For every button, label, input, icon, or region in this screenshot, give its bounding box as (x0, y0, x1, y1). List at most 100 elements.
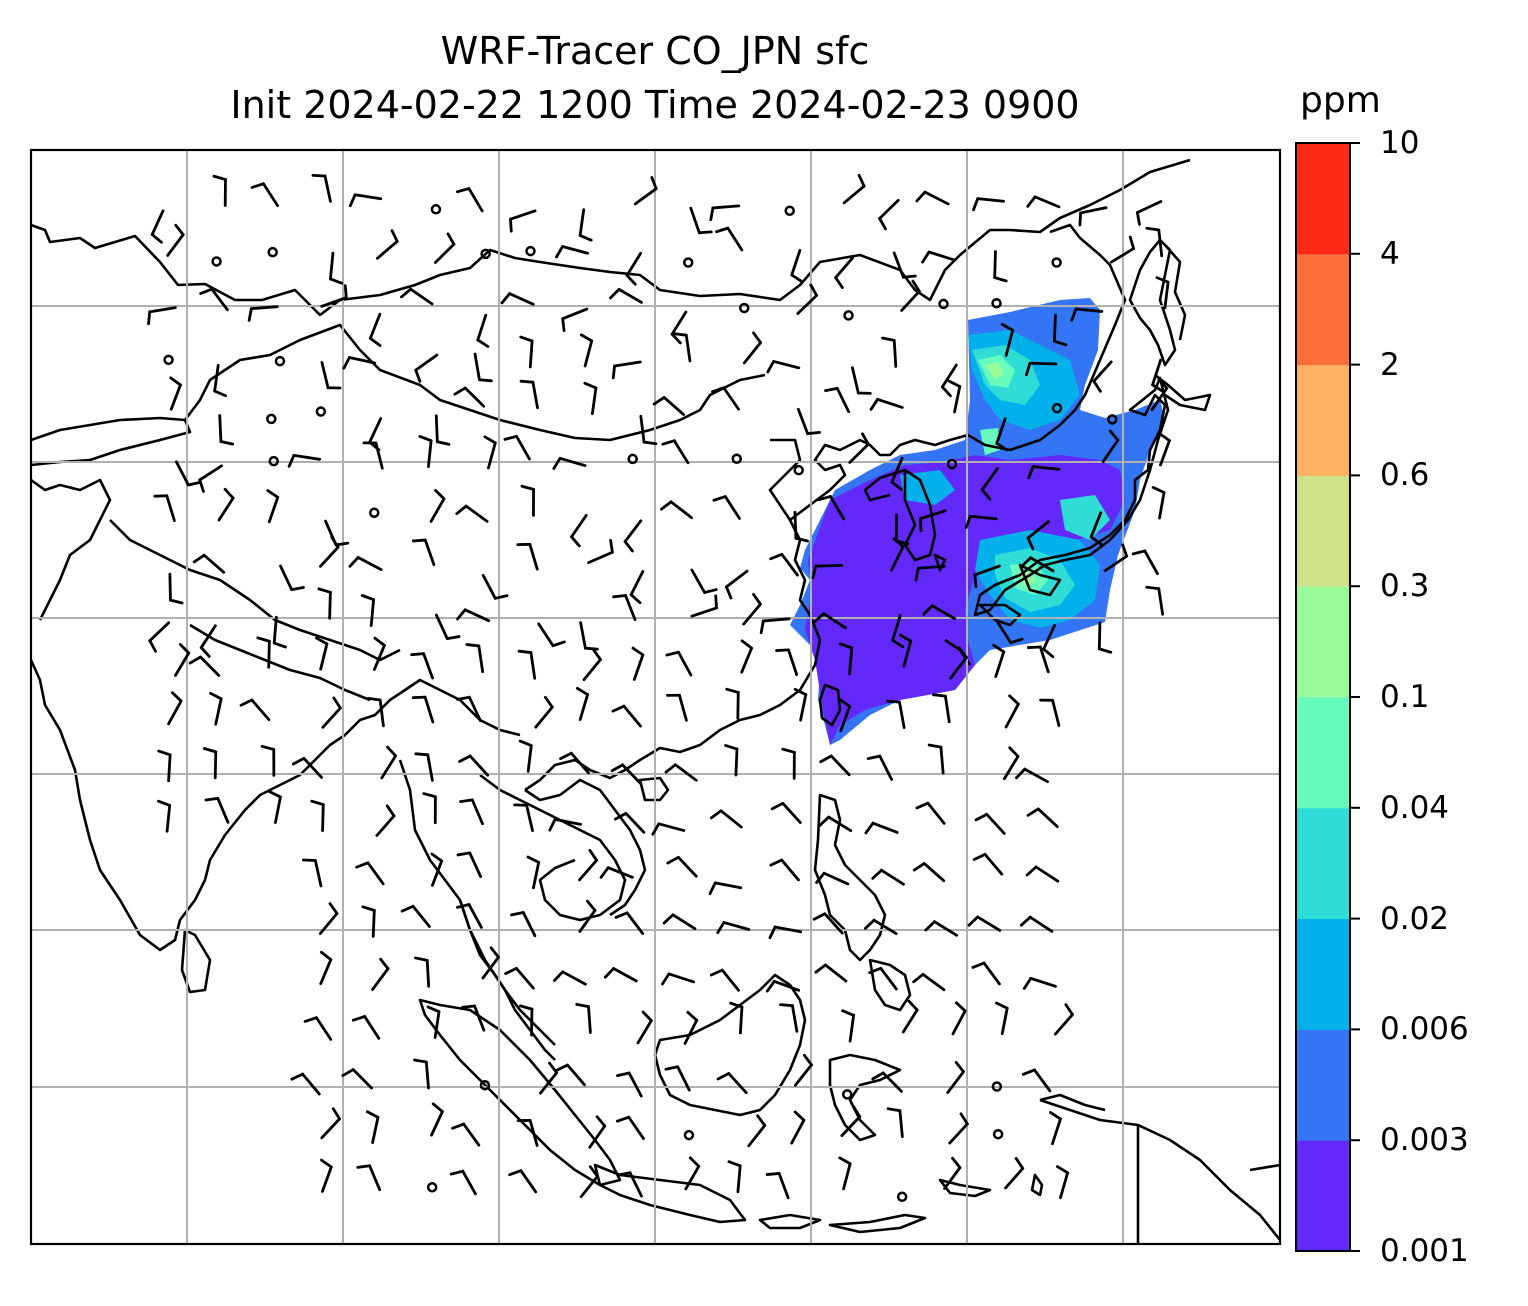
wind-barb-shaft (976, 915, 1002, 932)
wind-barb-flag (911, 279, 921, 293)
wind-barb-flag (330, 535, 340, 549)
wind-barb-flag (1026, 536, 1035, 551)
wind-barb-flag (868, 966, 883, 975)
colorbar-segment (1296, 475, 1350, 587)
wind-barb-flag (592, 648, 602, 661)
wind-barb-shaft (366, 861, 385, 886)
wind-barb-shaft (250, 698, 271, 722)
wind-barb-flag (199, 646, 211, 658)
wind-barb-flag (239, 698, 254, 707)
wind-barb-shaft (375, 814, 396, 837)
wind-barb-flag (841, 1009, 856, 1017)
wind-barb-shaft (166, 233, 185, 257)
wind-barb-shaft (468, 754, 490, 777)
wind-barb-flag (171, 691, 183, 703)
wind-barb-flag (891, 638, 905, 649)
wind-barb-flag (709, 809, 723, 820)
wind-barb-shaft (202, 553, 226, 574)
wind-barb-shaft (790, 248, 802, 277)
wind-barb-shaft (320, 1117, 341, 1140)
wind-barb-shaft (670, 310, 688, 336)
wind-barb-flag (727, 1160, 742, 1168)
wind-barb-flag (1020, 556, 1033, 568)
wind-barb-flag (256, 636, 271, 643)
wind-barb-flag (834, 276, 844, 289)
wind-barb-shaft (371, 908, 376, 938)
wind-barb-flag (712, 495, 727, 502)
wind-barb-shaft (588, 1124, 607, 1149)
wind-barb-shaft (1004, 328, 1015, 357)
wind-barb-shaft (713, 881, 743, 890)
wind-barb-shaft (463, 608, 491, 623)
wind-barb-flag (1145, 585, 1161, 590)
wind-barb-flag (575, 686, 589, 696)
wind-barb-flag (365, 1110, 380, 1119)
colorbar-segment (1296, 697, 1350, 809)
wind-barb-shaft (625, 911, 645, 936)
wind-barb-shaft (169, 383, 182, 411)
wind-barb-flag (390, 229, 399, 243)
wind-barb-shaft (1004, 702, 1020, 729)
wind-barb-flag (665, 650, 680, 657)
wind-barb-flag (169, 376, 182, 387)
wind-barb-shaft (578, 693, 589, 721)
wind-barb-flag (219, 440, 235, 446)
wind-barb-flag (709, 968, 724, 977)
wind-barb-shaft (1143, 549, 1159, 576)
wind-barb-flag (169, 598, 184, 605)
wind-barb-flag (1026, 807, 1040, 817)
wind-barb-flag (526, 855, 541, 864)
wind-barb-shaft (374, 441, 384, 470)
wind-barb-shaft (434, 613, 449, 641)
wind-barb-shaft (983, 852, 1004, 876)
wind-barb-shaft (434, 414, 439, 444)
wind-barb-shaft (736, 1164, 742, 1194)
wind-barb-flag (915, 801, 930, 810)
wind-barb-flag (866, 754, 882, 760)
wind-barb-flag (290, 586, 305, 591)
wind-barb-shaft (835, 386, 851, 414)
wind-barb-flag (759, 619, 765, 635)
calm-wind-marker (266, 413, 277, 425)
wind-barb-flag (1092, 379, 1102, 393)
wind-barb-shaft (1028, 361, 1058, 366)
wind-barb-shaft (1089, 511, 1103, 539)
wind-barb-shaft (371, 1115, 380, 1145)
wind-barb-shaft (1053, 1013, 1074, 1036)
wind-barb-flag (456, 608, 467, 621)
colorbar-segment (1296, 1029, 1350, 1141)
wind-barbs (147, 173, 1171, 1203)
wind-barb-shaft (876, 397, 904, 409)
wind-barb-shaft (148, 306, 177, 314)
wind-barb-flag (426, 1005, 441, 1014)
wind-barb-flag (863, 918, 876, 930)
wind-barb-flag (871, 868, 883, 880)
wind-barb-flag (709, 206, 715, 222)
wind-barb-shaft (842, 1162, 852, 1191)
wind-barb-flag (790, 273, 804, 283)
wind-barb-flag (272, 641, 287, 649)
wind-barb-flag (199, 287, 214, 295)
wind-barb-flag (588, 848, 598, 862)
wind-barb-shaft (579, 1174, 599, 1199)
wind-barb-shaft (976, 197, 1005, 203)
wind-barb-flag (932, 693, 947, 698)
wind-barb-flag (1155, 276, 1170, 284)
wind-barb-flag (446, 232, 456, 246)
wind-barb-flag (1008, 694, 1020, 706)
wind-barb-shaft (411, 904, 431, 928)
wind-barb-shaft (431, 859, 444, 887)
wind-barb-shaft (628, 1171, 643, 1198)
wind-barb-shaft (993, 250, 997, 279)
wind-barb-shaft (890, 545, 905, 572)
wind-barb-flag (752, 331, 762, 344)
wind-barb-flag (455, 187, 471, 194)
wind-barb-shaft (617, 287, 643, 304)
wind-barb-flag (500, 292, 511, 305)
wind-barb-shaft (824, 963, 848, 983)
calm-wind-marker (843, 310, 854, 321)
wind-barb-shaft (1157, 228, 1164, 258)
wind-barb-flag (651, 822, 661, 836)
wind-barb-shaft (323, 174, 332, 203)
wind-barb-flag (250, 182, 265, 189)
